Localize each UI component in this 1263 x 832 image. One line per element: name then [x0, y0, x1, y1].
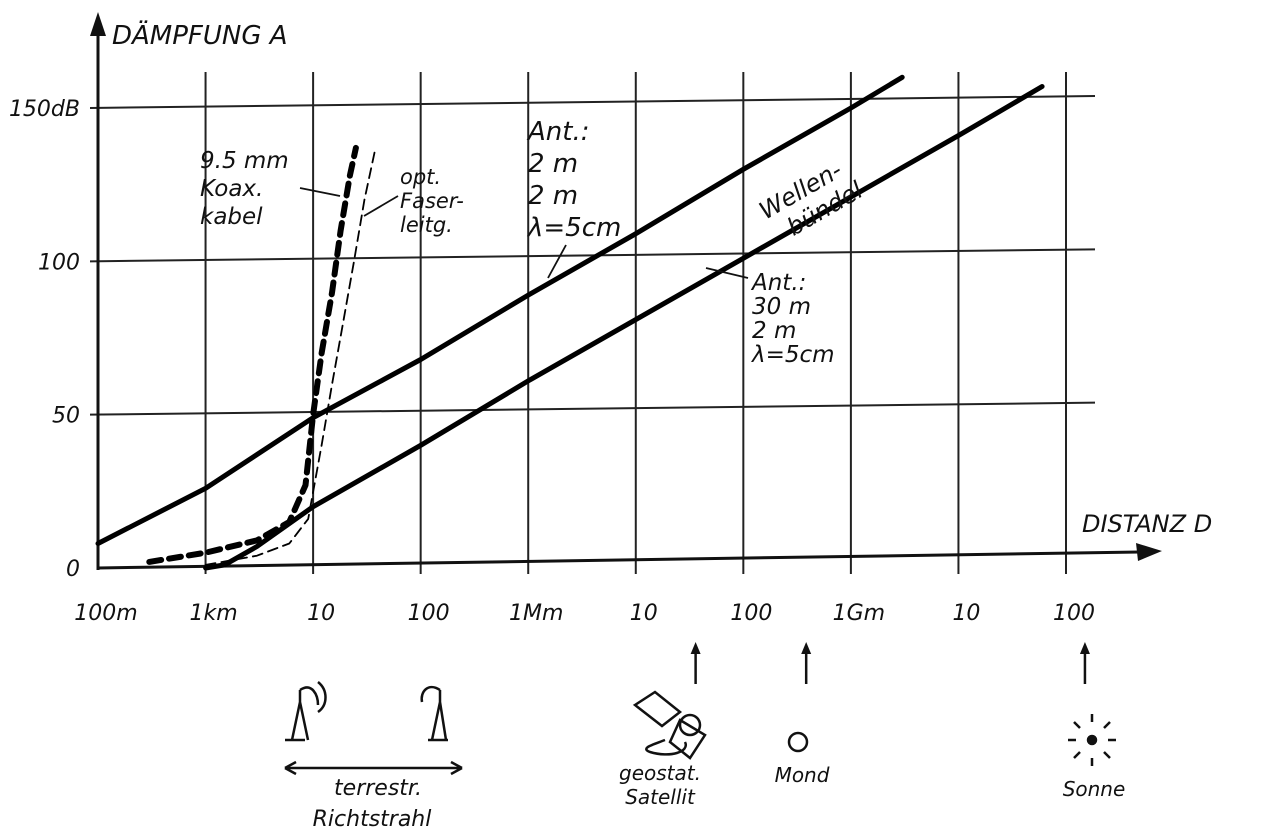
y-grid-line — [89, 248, 1096, 263]
x-tick-label: 100 — [1053, 601, 1095, 626]
x-tick-label: 1km — [189, 601, 237, 626]
marker-arrowhead-icon — [801, 642, 812, 654]
x-tick-label: 1Gm — [833, 601, 885, 626]
tick-labels: 100m 1km 10 100 1Mm 10 100 1Gm 10 100 0 50 100 150dB — [9, 97, 1095, 626]
marker-label: Satellit — [625, 785, 696, 809]
terrestrial-label-2: Richtstrahl — [313, 807, 432, 832]
x-tick-label: 1Mm — [509, 601, 563, 626]
series-line-0 — [95, 74, 905, 546]
series-0-label: λ=5cm — [526, 213, 621, 243]
terrestrial-label-1: terrestr. — [334, 776, 422, 801]
y-axis-arrow-icon — [90, 12, 106, 36]
x-tick-label: 100 — [408, 601, 450, 626]
series-0-label: Ant.: — [526, 117, 589, 147]
y-grid-line — [89, 95, 1096, 109]
axes — [90, 12, 1162, 570]
series-line-3 — [204, 147, 377, 566]
series-3-label: leitg. — [400, 213, 453, 237]
series — [95, 74, 1045, 571]
leader-line — [363, 195, 399, 217]
leader-line — [547, 244, 567, 279]
satellite-icon — [632, 690, 707, 760]
series-1-label: 2 m — [752, 318, 796, 344]
marker-label: geostat. — [619, 761, 701, 785]
marker-label: Mond — [775, 763, 830, 787]
moon-icon — [787, 731, 809, 753]
y-axis-title: DÄMPFUNG A — [112, 19, 288, 51]
y-tick-label: 100 — [38, 250, 80, 275]
series-1-label: λ=5cm — [750, 342, 835, 368]
double-arrow-icon — [284, 760, 463, 776]
x-tick-label: 10 — [630, 601, 658, 626]
marker-arrows — [690, 642, 1090, 684]
grid — [89, 72, 1096, 574]
series-0-label: 2 m — [528, 149, 578, 179]
leader-line — [705, 267, 749, 279]
series-2-label: kabel — [200, 204, 263, 230]
y-grid-line — [89, 401, 1096, 416]
illustrations — [284, 642, 1116, 776]
x-axis-title: DISTANZ D — [1082, 510, 1212, 538]
y-tick-label: 0 — [66, 557, 80, 582]
y-tick-label: 50 — [52, 404, 80, 429]
marker-label: Sonne — [1063, 777, 1126, 801]
x-axis — [97, 550, 1141, 570]
antenna-right-icon — [420, 685, 448, 742]
marker-arrowhead-icon — [690, 642, 701, 654]
series-1-label: 30 m — [752, 294, 811, 320]
leader-line — [299, 187, 341, 197]
marker-arrowhead-icon — [1079, 642, 1090, 654]
series-3-label: Faser- — [400, 189, 464, 213]
x-tick-label: 10 — [952, 601, 980, 626]
sun-icon — [1068, 714, 1116, 766]
x-tick-label: 10 — [307, 601, 335, 626]
series-0-label: 2 m — [528, 181, 578, 211]
antenna-left-icon — [285, 681, 327, 742]
x-tick-label: 100m — [74, 601, 137, 626]
series-line-2 — [146, 144, 359, 565]
series-2-label: Koax. — [200, 176, 263, 202]
series-3-label: opt. — [400, 165, 441, 189]
y-tick-label: 150dB — [9, 97, 80, 122]
x-axis-arrow-icon — [1136, 543, 1162, 561]
x-tick-label: 100 — [730, 601, 772, 626]
series-2-label: 9.5 mm — [200, 148, 289, 174]
series-line-1 — [203, 84, 1045, 571]
series-1-label: Ant.: — [750, 270, 806, 296]
